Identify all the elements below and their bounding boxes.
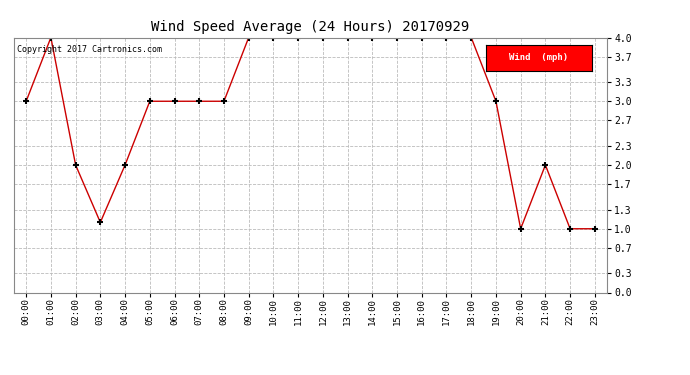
Text: Copyright 2017 Cartronics.com: Copyright 2017 Cartronics.com bbox=[17, 45, 161, 54]
Title: Wind Speed Average (24 Hours) 20170929: Wind Speed Average (24 Hours) 20170929 bbox=[151, 20, 470, 33]
